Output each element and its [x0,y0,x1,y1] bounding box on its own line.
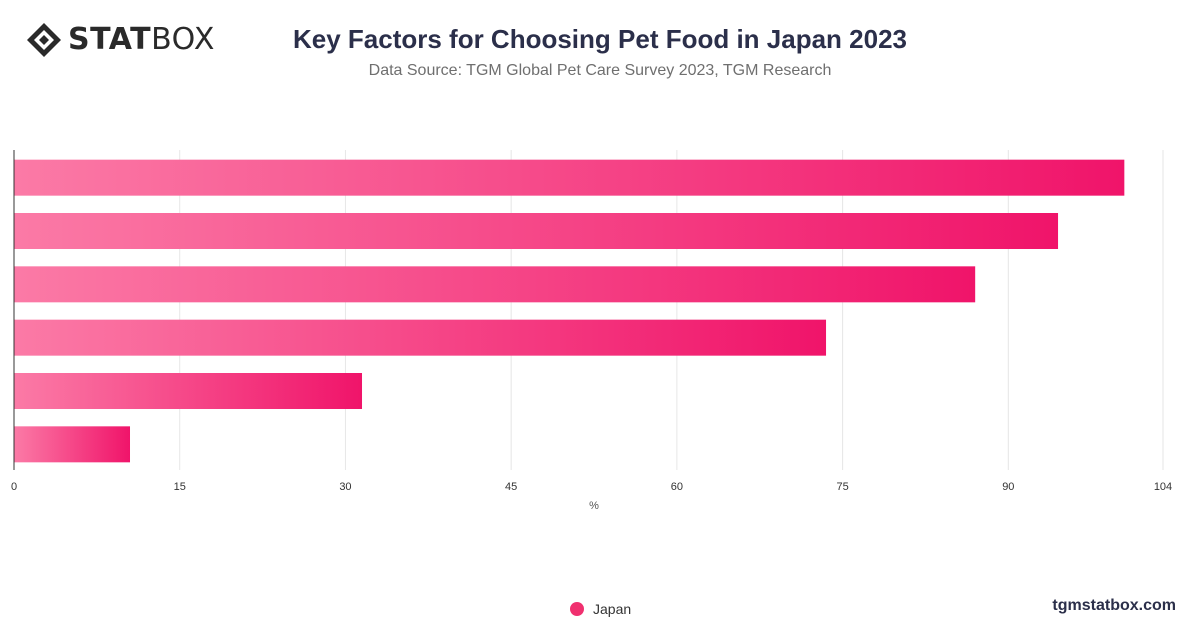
x-tick-label: 104 [1154,481,1172,493]
chart-title: Key Factors for Choosing Pet Food in Jap… [292,24,907,54]
x-tick-label: 30 [339,481,351,493]
x-tick-label: 45 [505,481,517,493]
bar-japan-4[interactable] [14,319,827,356]
bar-japan-5[interactable] [14,373,363,409]
x-tick-label: 60 [671,481,683,493]
legend-label-japan: Japan [593,601,632,617]
bar-japan-6[interactable] [14,426,131,463]
tick-labels: 0 15 30 45 60 75 90 104 [11,481,1172,493]
footer-site[interactable]: tgmstatbox.com [1052,597,1176,614]
x-tick-label: 75 [836,481,848,493]
bars [14,159,1125,463]
x-tick-label: 15 [174,481,186,493]
x-tick-label: 0 [11,481,17,493]
legend-swatch [570,602,584,616]
bar-japan-1[interactable] [14,159,1125,196]
statbox-diamond-icon [27,23,61,57]
legend[interactable]: Japan [570,601,631,617]
chart-subtitle: Data Source: TGM Global Pet Care Survey … [368,62,832,79]
bar-japan-2[interactable] [14,213,1059,249]
logo-text-stat: STAT [68,22,152,57]
logo-text-box: BOX [151,22,215,57]
x-axis-label: % [589,500,599,512]
x-tick-label: 90 [1002,481,1014,493]
bar-japan-3[interactable] [14,266,976,303]
grid-lines [179,150,1164,470]
statbox-logo: STATBOX [26,22,215,58]
